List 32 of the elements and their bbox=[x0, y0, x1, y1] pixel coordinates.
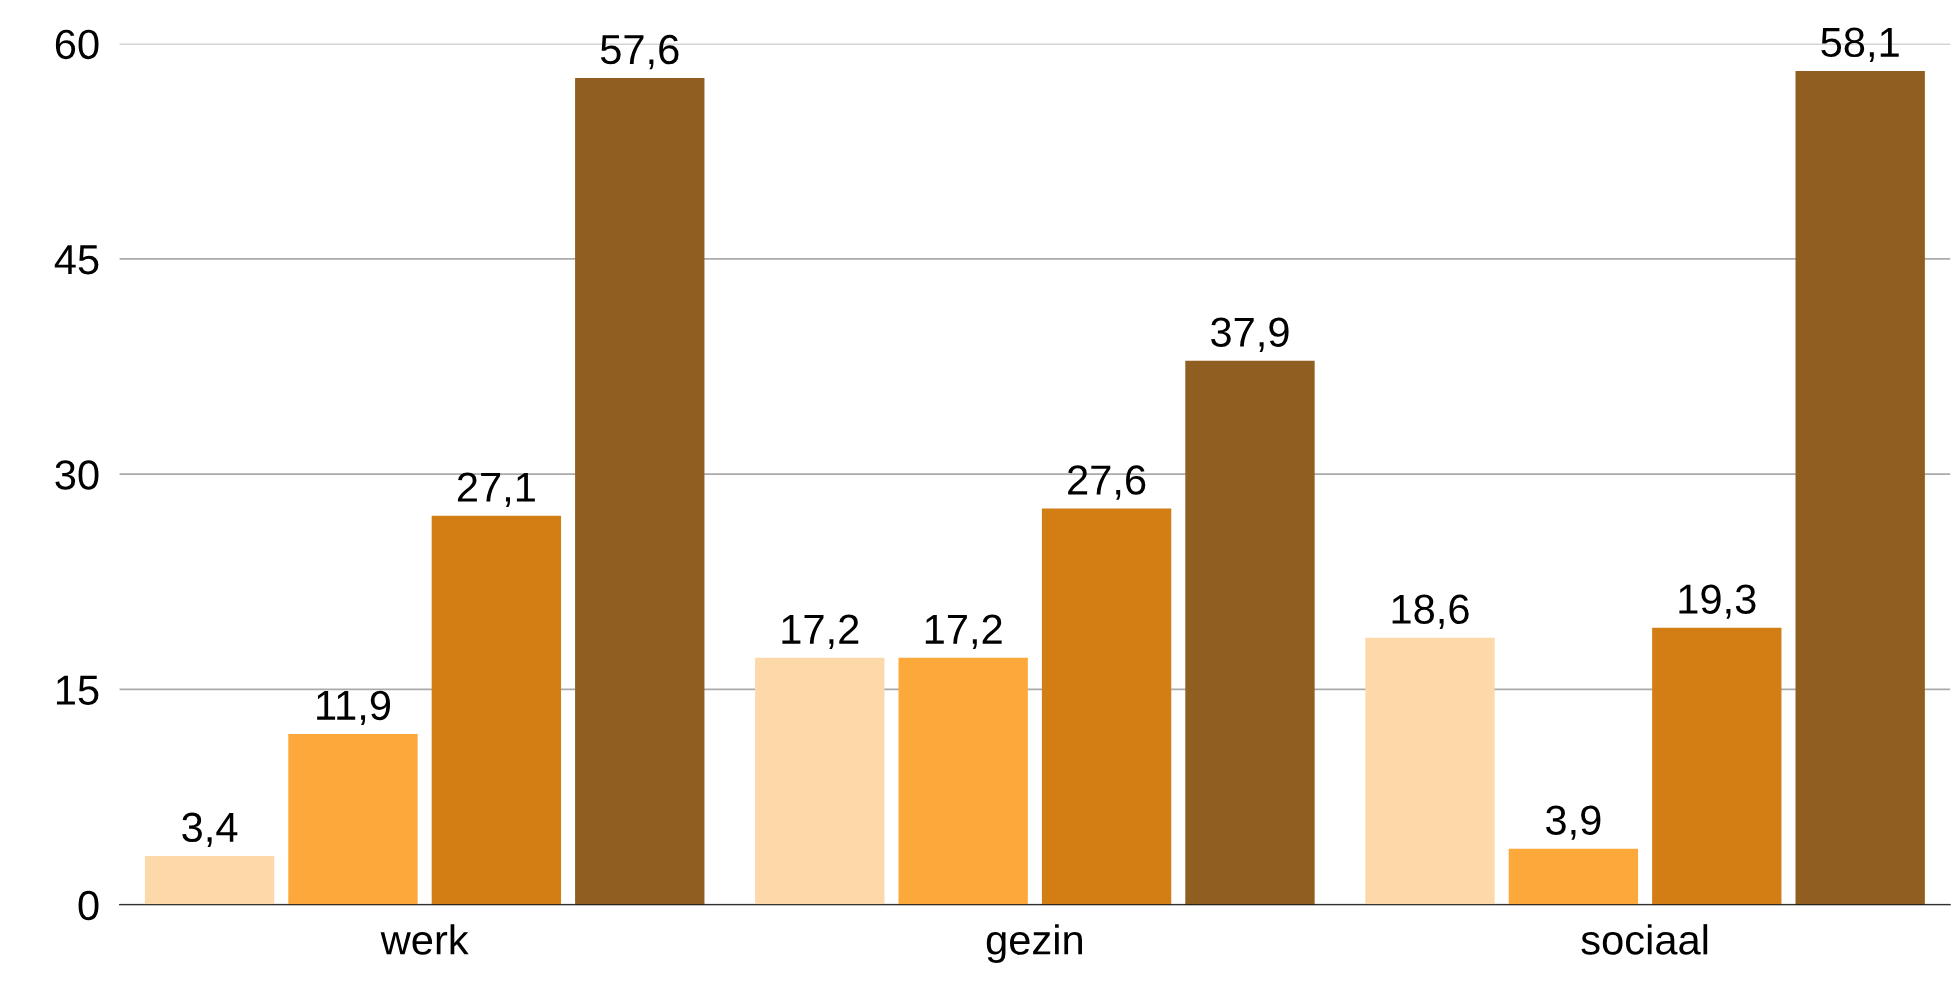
bar bbox=[1041, 508, 1172, 905]
y-tick-label: 0 bbox=[78, 890, 99, 921]
bar bbox=[1508, 848, 1639, 905]
data-label: 37,9 bbox=[1211, 317, 1289, 352]
data-label: 11,9 bbox=[317, 690, 391, 726]
bar bbox=[288, 733, 418, 905]
x-tick-label: gezin bbox=[986, 924, 1082, 963]
bar bbox=[898, 657, 1028, 905]
data-label: 27,1 bbox=[457, 472, 535, 507]
bar bbox=[431, 515, 562, 905]
data-label: 58,1 bbox=[1821, 27, 1899, 63]
data-label: 3,9 bbox=[1546, 805, 1601, 840]
bar bbox=[1365, 637, 1495, 905]
x-tick-label: sociaal bbox=[1581, 924, 1708, 955]
y-tick-label: 60 bbox=[55, 29, 99, 60]
y-tick-label: 15 bbox=[56, 675, 99, 705]
bar bbox=[575, 78, 705, 905]
data-label: 19,3 bbox=[1679, 584, 1756, 619]
bar bbox=[144, 855, 275, 905]
bar bbox=[1795, 70, 1925, 905]
data-label: 57,6 bbox=[600, 34, 679, 70]
data-label: 17,2 bbox=[925, 614, 1002, 649]
data-label: 17,2 bbox=[782, 614, 859, 649]
data-label: 27,6 bbox=[1068, 465, 1146, 500]
data-label: 18,6 bbox=[1392, 594, 1469, 629]
x-tick-label: werk bbox=[380, 924, 469, 955]
y-tick-label: 45 bbox=[54, 245, 99, 275]
data-label: 3,4 bbox=[182, 812, 238, 848]
bar bbox=[755, 657, 885, 905]
bar bbox=[1185, 360, 1315, 905]
y-tick-label: 30 bbox=[55, 460, 99, 490]
bar bbox=[1652, 627, 1782, 905]
